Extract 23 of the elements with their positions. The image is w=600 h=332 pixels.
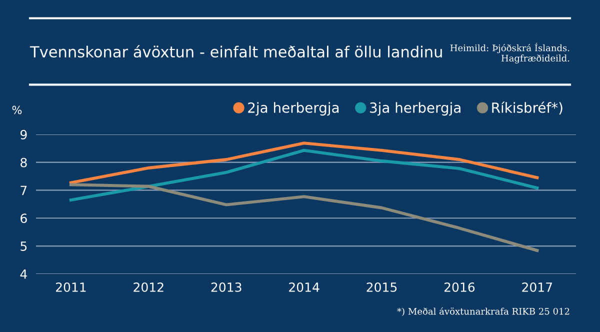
legend-label: 2ja herbergja [248,102,339,116]
x-tick-label: 2013 [211,282,242,292]
line-series [69,183,539,252]
y-tick-label: 4 [20,270,27,279]
x-tick-label: 2015 [366,282,397,292]
y-tick-label: 5 [20,242,27,251]
x-tick-label: 2012 [134,282,164,292]
text: Heimild: Þjóðskrá Íslands. Hagfræðideild. [450,42,570,64]
legend-label: 3ja herbergja [370,102,460,116]
x-tick-label: 2017 [522,282,552,292]
x-tick-label: 2014 [289,282,320,292]
line-series [69,148,539,202]
x-tick-label: 2011 [56,282,86,292]
y-tick-label: 9 [20,130,27,140]
legend-label: Ríkisbréf*) [492,102,562,115]
y-tick-label: 6 [20,214,27,224]
y-axis-title: % [12,106,22,114]
line-series [69,142,539,184]
y-tick-label: 8 [20,158,27,168]
x-tick-label: 2016 [444,282,475,292]
y-tick-label: 7 [20,186,27,195]
chart-title: Tvennskonar ávöxtun - einfalt meðaltal af öllu landinu [30,45,442,58]
text: *) Meðal ávöxtunarkrafa RIKB 25 012 [397,307,570,316]
